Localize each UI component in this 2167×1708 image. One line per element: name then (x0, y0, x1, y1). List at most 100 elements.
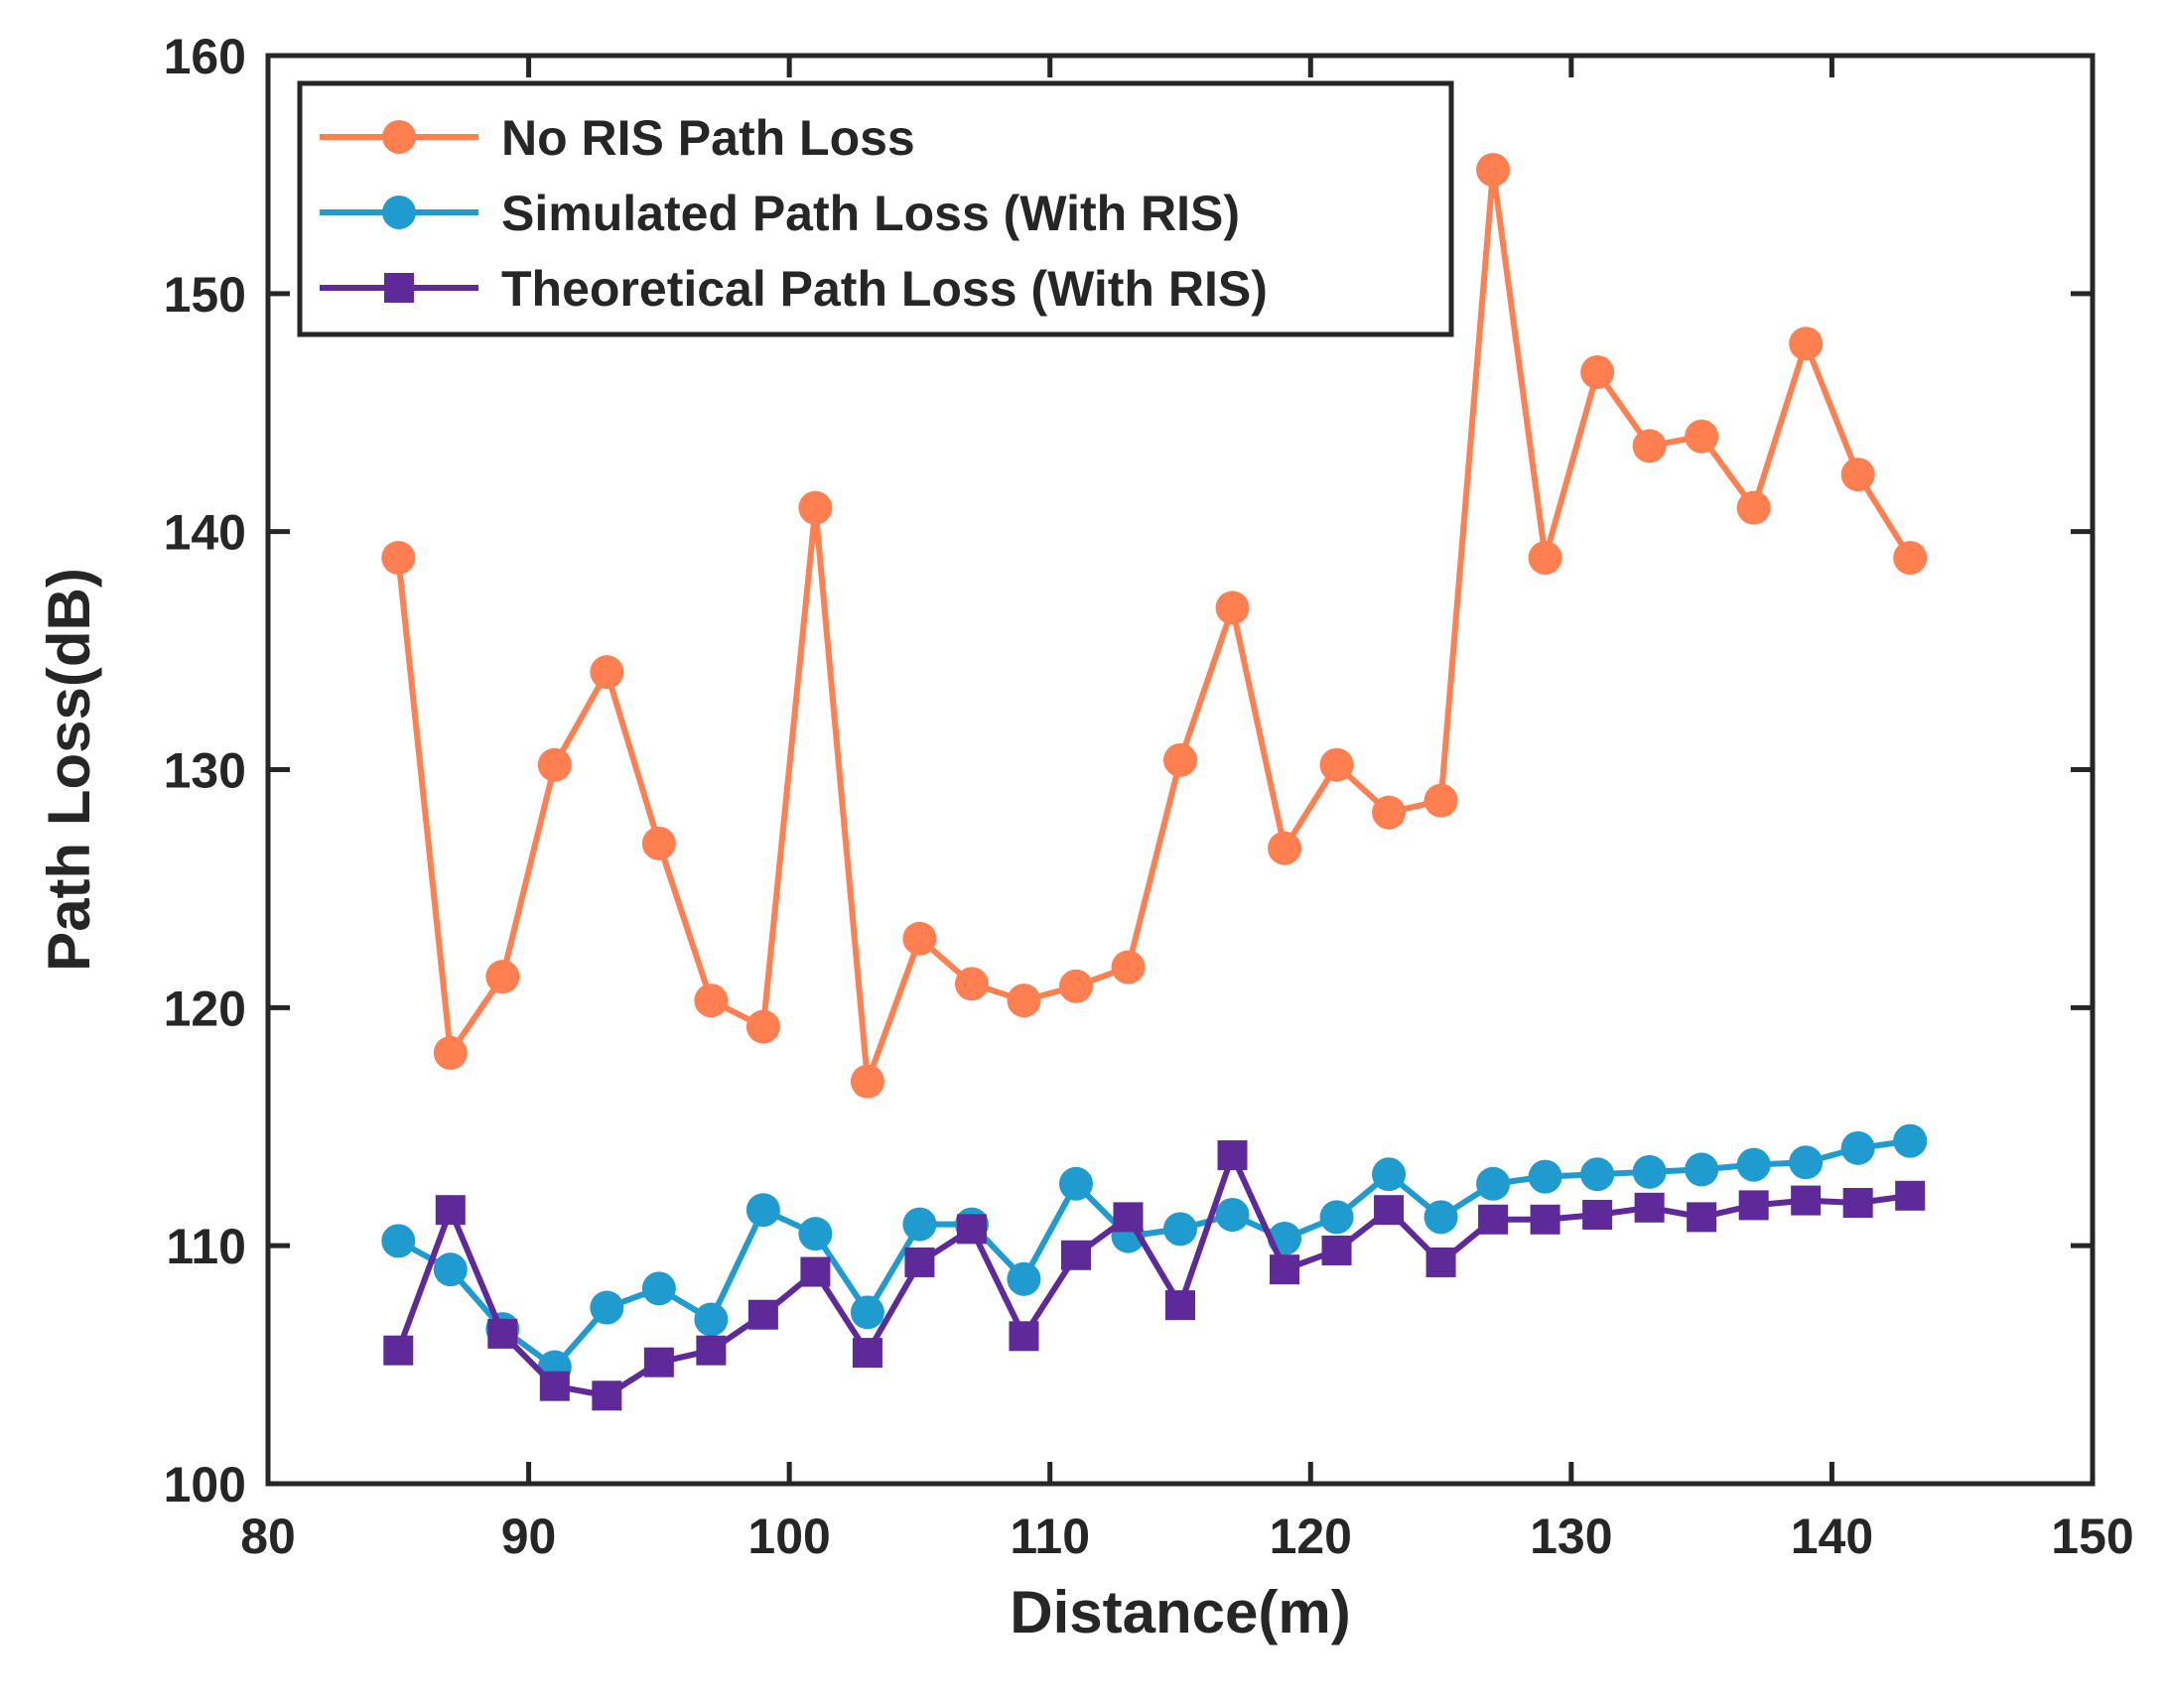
data-point-square (1530, 1204, 1560, 1235)
data-point-square (1738, 1190, 1769, 1221)
series-1 (381, 153, 1928, 1099)
data-point-square (747, 1299, 778, 1330)
x-tick-label: 110 (1010, 1509, 1090, 1564)
series-group (381, 153, 1928, 1411)
data-point-circle (1058, 1166, 1093, 1201)
data-point-circle (1423, 1200, 1458, 1235)
legend-item: Simulated Path Loss (With RIS) (320, 186, 1240, 241)
data-point-square (539, 1371, 570, 1401)
y-tick-label: 150 (164, 267, 246, 323)
data-point-circle (1215, 1197, 1250, 1232)
data-point-circle (1736, 1147, 1771, 1182)
data-point-square (643, 1347, 674, 1378)
data-point-circle (954, 967, 989, 1001)
data-point-circle (1163, 1212, 1197, 1247)
data-point-circle (1476, 153, 1511, 188)
data-point-circle (1789, 327, 1824, 361)
y-tick-label: 140 (164, 505, 246, 561)
legend-item: No RIS Path Loss (320, 110, 915, 166)
data-point-circle (1528, 1159, 1562, 1194)
data-point-circle (1736, 490, 1771, 525)
data-point-circle (590, 655, 624, 690)
data-point-square (904, 1247, 935, 1277)
x-tick-label: 130 (1530, 1509, 1612, 1564)
data-point-circle (537, 747, 572, 782)
data-point-circle (1111, 950, 1146, 985)
data-point-circle (1893, 541, 1928, 576)
data-point-circle (1007, 1261, 1041, 1296)
legend-box (297, 80, 1454, 337)
x-tick-label: 140 (1791, 1509, 1873, 1564)
y-tick-label: 130 (164, 743, 246, 799)
data-point-circle (1058, 969, 1093, 1003)
data-point-circle (433, 1035, 468, 1070)
data-point-circle (1372, 795, 1407, 830)
data-point-circle (1685, 419, 1719, 454)
data-point-circle (1215, 591, 1250, 625)
data-point-circle (590, 1290, 624, 1325)
data-point-circle (745, 1193, 780, 1228)
data-point-circle (1632, 1154, 1667, 1189)
data-point-square (1634, 1192, 1665, 1223)
data-point-circle (1423, 783, 1458, 818)
data-point-circle (694, 1302, 729, 1337)
x-tick-label: 120 (1270, 1509, 1352, 1564)
data-point-square (1270, 1254, 1300, 1285)
x-tick-label: 100 (747, 1509, 830, 1564)
y-tick-label: 120 (164, 981, 246, 1036)
legend-swatch-marker (382, 196, 416, 229)
data-point-square (487, 1318, 518, 1349)
data-point-circle (1580, 354, 1615, 389)
data-point-square (1791, 1185, 1822, 1216)
y-tick-label: 160 (164, 29, 246, 84)
data-point-circle (1268, 831, 1302, 865)
data-point-circle (1685, 1152, 1719, 1187)
data-point-circle (1319, 747, 1354, 782)
data-point-square (956, 1214, 987, 1245)
data-point-circle (381, 541, 416, 576)
data-point-circle (1319, 1200, 1354, 1235)
data-point-circle (1007, 984, 1041, 1018)
axis-ticks: 80 90 100 110 120 130 140 150 100 110 120 130 140 150… (164, 29, 2134, 1564)
data-point-circle (1632, 429, 1667, 463)
y-tick-label: 100 (164, 1457, 246, 1512)
data-point-circle (850, 1295, 884, 1330)
legend-label: No RIS Path Loss (501, 110, 915, 166)
data-point-square (1321, 1235, 1352, 1265)
data-point-square (592, 1380, 622, 1411)
data-point-square (1478, 1204, 1509, 1235)
data-point-circle (485, 960, 520, 994)
y-tick-label: 110 (166, 1219, 246, 1274)
data-point-square (1374, 1195, 1405, 1226)
data-point-square (1060, 1240, 1091, 1270)
data-point-circle (641, 1271, 676, 1306)
data-point-circle (1163, 742, 1197, 777)
data-point-square (1582, 1199, 1613, 1230)
y-axis-title: Path Loss(dB) (36, 568, 102, 972)
legend: No RIS Path Loss Simulated Path Loss (Wit… (297, 80, 1454, 337)
data-point-circle (1476, 1166, 1511, 1201)
data-point-circle (381, 1224, 416, 1258)
data-point-circle (902, 921, 937, 956)
data-point-square (800, 1256, 831, 1287)
data-point-circle (850, 1064, 884, 1099)
legend-label: Theoretical Path Loss (With RIS) (501, 261, 1268, 317)
legend-swatch-marker (382, 120, 416, 154)
data-point-square (1217, 1140, 1248, 1171)
data-point-circle (745, 1009, 780, 1044)
data-point-circle (1580, 1157, 1615, 1192)
x-tick-label: 150 (2051, 1509, 2133, 1564)
data-point-circle (1528, 541, 1562, 576)
data-point-square (435, 1195, 466, 1226)
data-point-square (1425, 1247, 1456, 1277)
data-point-square (1165, 1290, 1195, 1321)
x-axis-title: Distance(m) (1010, 1579, 1350, 1645)
data-point-square (1842, 1187, 1873, 1218)
data-point-square (1895, 1180, 1926, 1211)
data-point-circle (902, 1207, 937, 1242)
data-point-square (1687, 1202, 1717, 1233)
legend-label: Simulated Path Loss (With RIS) (501, 186, 1240, 241)
data-point-circle (1372, 1157, 1407, 1192)
data-point-circle (694, 984, 729, 1018)
